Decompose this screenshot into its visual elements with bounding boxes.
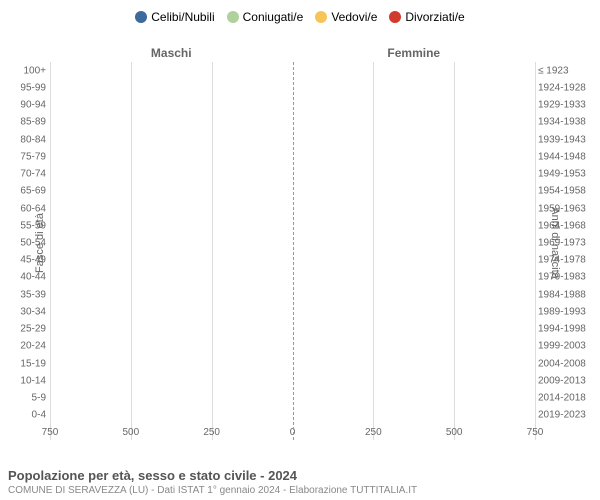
age-label: 15-19 xyxy=(0,358,46,369)
age-label: 20-24 xyxy=(0,341,46,352)
x-axis-tick: 750 xyxy=(527,427,544,438)
legend-label: Celibi/Nubili xyxy=(151,10,214,24)
legend-label: Coniugati/e xyxy=(243,10,304,24)
chart-source: COMUNE DI SERAVEZZA (LU) - Dati ISTAT 1°… xyxy=(8,485,592,496)
chart-title: Popolazione per età, sesso e stato civil… xyxy=(8,468,592,483)
age-label: 30-34 xyxy=(0,306,46,317)
legend-label: Divorziati/e xyxy=(405,10,464,24)
age-label: 10-14 xyxy=(0,375,46,386)
birth-year-label: 1979-1983 xyxy=(538,272,600,283)
population-pyramid-chart: Maschi Femmine Fasce di età Anni di nasc… xyxy=(50,46,535,440)
birth-year-label: 1989-1993 xyxy=(538,306,600,317)
birth-year-label: 1929-1933 xyxy=(538,100,600,111)
birth-year-label: 1999-2003 xyxy=(538,341,600,352)
legend-item: Divorziati/e xyxy=(389,10,464,24)
age-label: 65-69 xyxy=(0,186,46,197)
age-label: 25-29 xyxy=(0,324,46,335)
age-label: 45-49 xyxy=(0,255,46,266)
age-label: 100+ xyxy=(0,65,46,76)
x-axis-tick: 250 xyxy=(203,427,220,438)
birth-year-label: 2004-2008 xyxy=(538,358,600,369)
birth-year-label: 1984-1988 xyxy=(538,289,600,300)
birth-year-label: 1969-1973 xyxy=(538,237,600,248)
birth-year-label: 1924-1928 xyxy=(538,82,600,93)
legend-label: Vedovi/e xyxy=(331,10,377,24)
birth-year-label: 2019-2023 xyxy=(538,410,600,421)
legend-swatch xyxy=(135,11,147,23)
age-label: 80-84 xyxy=(0,134,46,145)
age-label: 55-59 xyxy=(0,220,46,231)
male-label: Maschi xyxy=(151,46,192,60)
age-label: 50-54 xyxy=(0,237,46,248)
x-axis-tick: 500 xyxy=(446,427,463,438)
legend-item: Celibi/Nubili xyxy=(135,10,214,24)
birth-year-label: 1954-1958 xyxy=(538,186,600,197)
legend: Celibi/Nubili Coniugati/e Vedovi/e Divorzia… xyxy=(0,0,600,26)
age-label: 40-44 xyxy=(0,272,46,283)
x-axis-tick: 250 xyxy=(365,427,382,438)
female-label: Femmine xyxy=(387,46,440,60)
age-label: 5-9 xyxy=(0,393,46,404)
age-label: 90-94 xyxy=(0,100,46,111)
legend-swatch xyxy=(227,11,239,23)
birth-year-label: 1934-1938 xyxy=(538,117,600,128)
age-label: 75-79 xyxy=(0,151,46,162)
birth-year-label: 2014-2018 xyxy=(538,393,600,404)
legend-swatch xyxy=(389,11,401,23)
birth-year-label: 1964-1968 xyxy=(538,220,600,231)
birth-year-label: 1959-1963 xyxy=(538,203,600,214)
x-axis-tick: 750 xyxy=(42,427,59,438)
birth-year-label: 1949-1953 xyxy=(538,169,600,180)
age-label: 95-99 xyxy=(0,82,46,93)
bars-container: 7505002500250500750100+≤ 192395-991924-1… xyxy=(50,62,535,424)
age-label: 35-39 xyxy=(0,289,46,300)
legend-item: Coniugati/e xyxy=(227,10,304,24)
age-label: 85-89 xyxy=(0,117,46,128)
chart-footer: Popolazione per età, sesso e stato civil… xyxy=(8,468,592,496)
age-label: 0-4 xyxy=(0,410,46,421)
birth-year-label: 1974-1978 xyxy=(538,255,600,266)
legend-item: Vedovi/e xyxy=(315,10,377,24)
birth-year-label: 2009-2013 xyxy=(538,375,600,386)
legend-swatch xyxy=(315,11,327,23)
birth-year-label: 1939-1943 xyxy=(538,134,600,145)
birth-year-label: 1994-1998 xyxy=(538,324,600,335)
x-axis-tick: 500 xyxy=(122,427,139,438)
age-label: 60-64 xyxy=(0,203,46,214)
birth-year-label: 1944-1948 xyxy=(538,151,600,162)
birth-year-label: ≤ 1923 xyxy=(538,65,600,76)
age-label: 70-74 xyxy=(0,169,46,180)
